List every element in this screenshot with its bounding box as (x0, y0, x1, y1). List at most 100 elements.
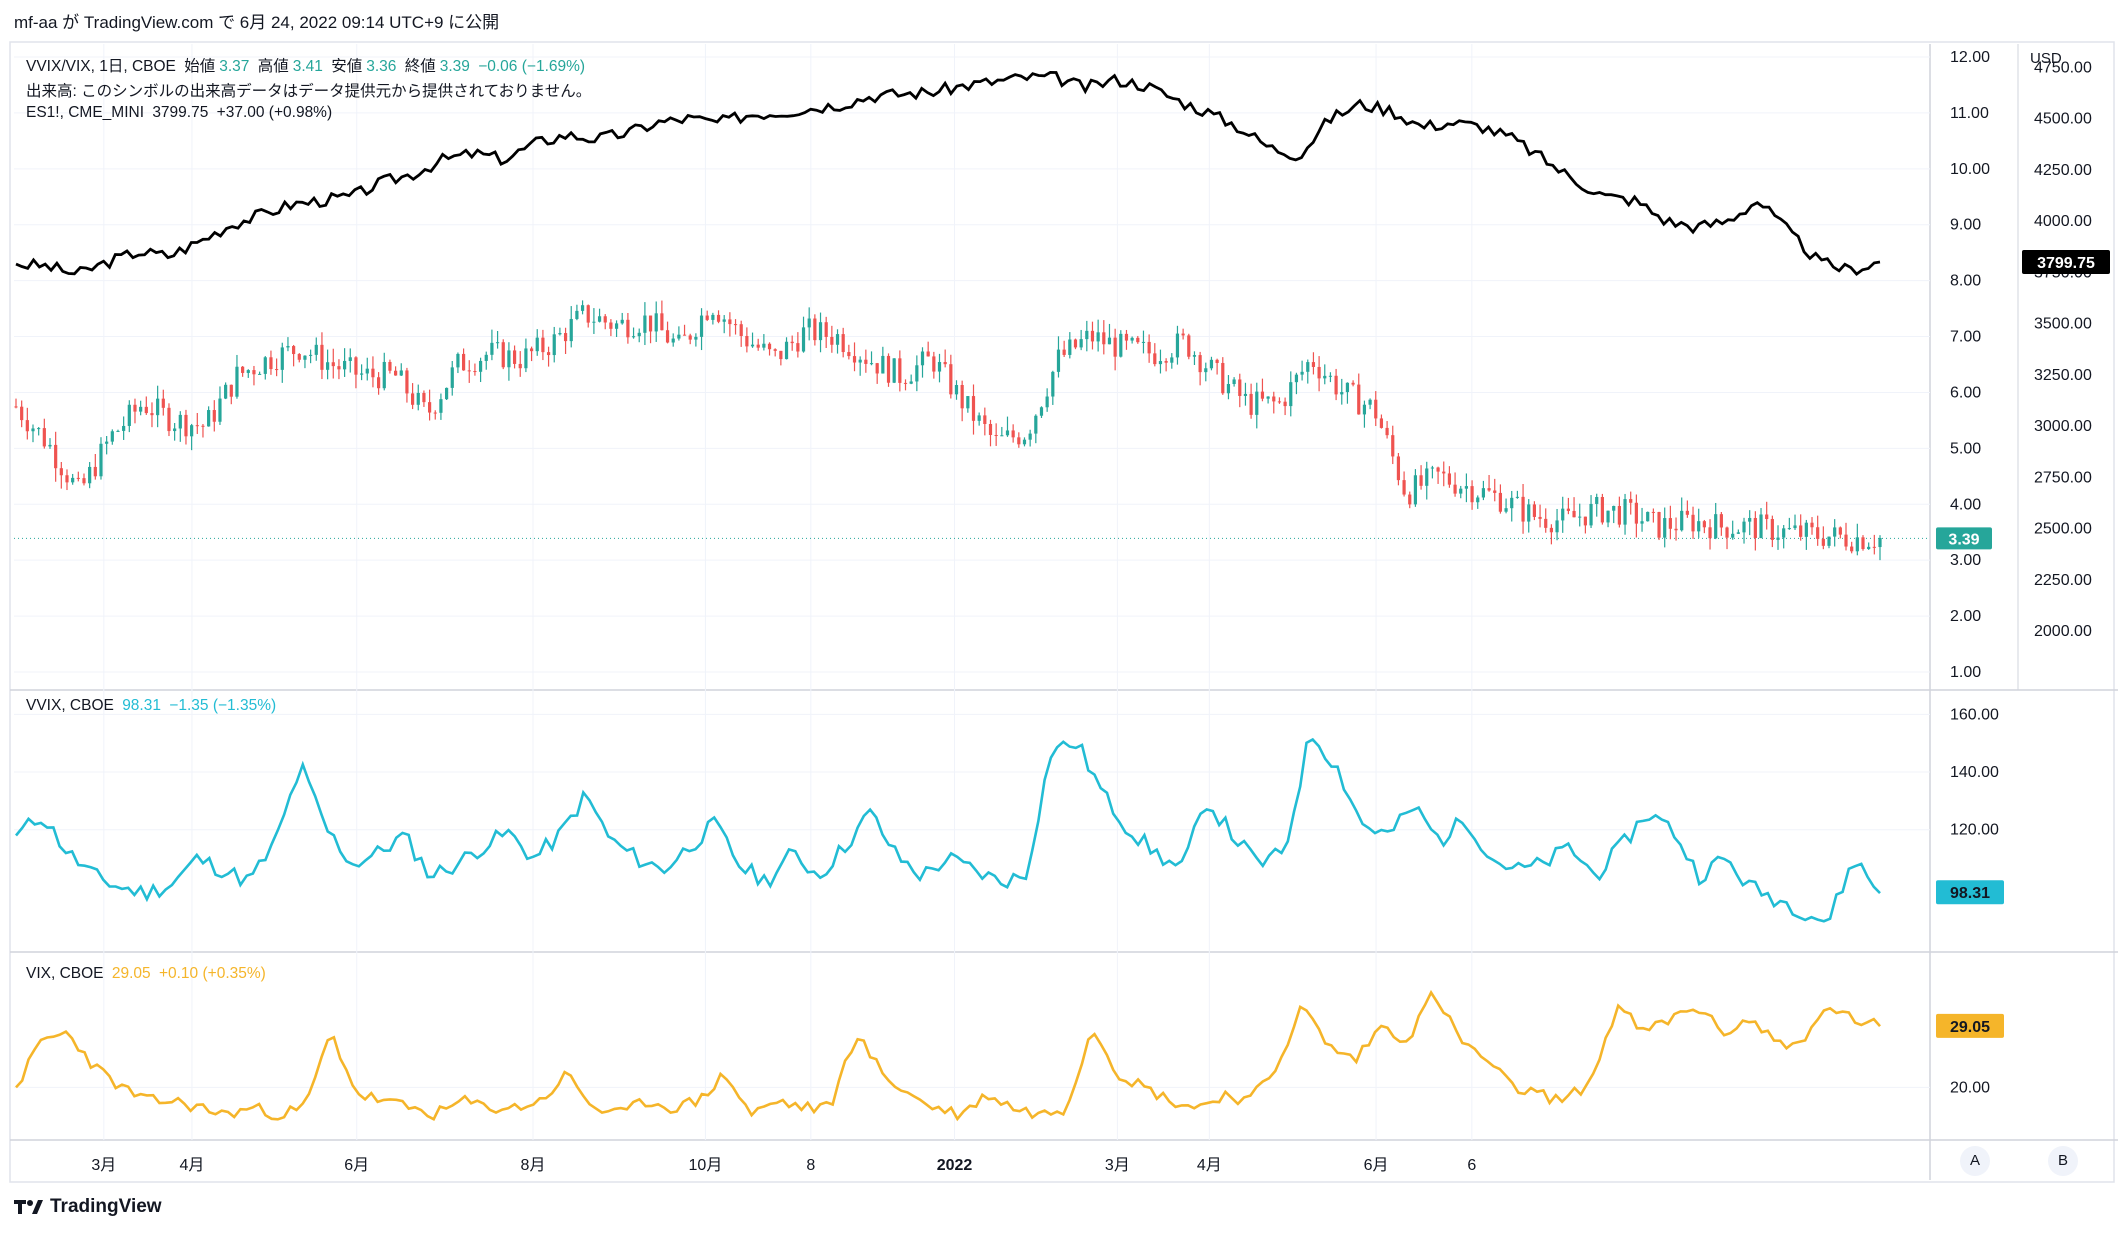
candle-body (524, 348, 528, 369)
open-label: 始値 (184, 58, 216, 75)
last-price-tag-text: 3.39 (1948, 531, 1979, 548)
candle-body (1583, 516, 1587, 526)
x-tick-label: 4月 (179, 1157, 204, 1174)
candle-body (512, 350, 517, 364)
candle-body (1022, 439, 1027, 445)
candle-body (1476, 497, 1480, 503)
publish-header: mf-aa が TradingView.com で 6月 24, 2022 09… (14, 13, 500, 32)
candle-body (1459, 488, 1463, 494)
candle-body (320, 344, 324, 370)
candle-body (1068, 339, 1072, 355)
candle-body (490, 342, 494, 355)
candle-body (1646, 511, 1650, 522)
candle-body (133, 404, 137, 412)
candle-body (1532, 504, 1536, 517)
candle-body (1243, 393, 1248, 396)
candle-body (898, 358, 902, 383)
candle-body (1481, 488, 1486, 498)
candle-body (439, 399, 443, 413)
candle-body (1051, 371, 1055, 397)
vvix-line (14, 737, 1881, 923)
vix-value: 29.05 (111, 965, 151, 982)
candle-body (1181, 333, 1185, 336)
auto-scale-button[interactable]: A (1960, 1146, 1990, 1176)
candle-body (1396, 456, 1401, 481)
close-label: 終値 (404, 58, 436, 75)
candle-body (1680, 510, 1684, 531)
candle-body (988, 423, 993, 435)
candle-body (1334, 375, 1338, 395)
candle-body (326, 362, 330, 370)
candle-body (1504, 508, 1508, 512)
candle-body (139, 406, 143, 412)
candle-body (1158, 361, 1163, 365)
candle-body (920, 351, 925, 366)
candle-body (1249, 393, 1253, 415)
candle-body (1595, 497, 1599, 504)
candle-body (399, 370, 403, 376)
candle-body (637, 332, 641, 337)
candle-body (852, 356, 857, 363)
candle-body (150, 413, 154, 416)
vix-price-tag-text: 29.05 (1950, 1019, 1990, 1036)
candle-body (343, 360, 347, 370)
candle-body (144, 406, 148, 414)
chart-frame (9, 41, 2115, 1183)
candle-body (1674, 528, 1678, 531)
candle-body (1844, 534, 1848, 547)
es-change: +37.00 (+0.98%) (216, 104, 333, 121)
candle-body (1538, 516, 1542, 519)
candle-body (1351, 382, 1355, 385)
candle-body (42, 428, 46, 447)
candle-body (1770, 519, 1774, 540)
candle-body (292, 346, 296, 355)
es-y-tick-label: 3000.00 (2034, 418, 2092, 435)
candle-body (1413, 475, 1418, 505)
candle-body (609, 322, 613, 329)
vvix-y-tick-label: 140.00 (1950, 764, 1999, 781)
candle-body (575, 310, 579, 319)
candle-body (954, 385, 959, 395)
candle-body (796, 343, 800, 352)
candle-body (1612, 505, 1616, 511)
candle-body (71, 477, 75, 483)
candle-body (59, 468, 63, 476)
candle-body (1544, 518, 1548, 528)
candle-body (1430, 467, 1435, 469)
candle-body (1034, 415, 1038, 434)
low-value: 3.36 (366, 58, 397, 75)
candle-body (1226, 384, 1231, 394)
candle-body (1453, 484, 1457, 494)
candle-body (382, 361, 386, 389)
candle-body (337, 366, 341, 370)
candle-body (1232, 379, 1236, 385)
candle-body (360, 373, 364, 375)
candle-body (167, 407, 171, 432)
candle-body (977, 415, 981, 421)
candle-body (926, 351, 930, 357)
candle-body (1073, 339, 1078, 348)
candle-body (711, 314, 715, 320)
candle-body (1493, 490, 1497, 493)
candle-body (739, 324, 743, 336)
candle-body (1578, 516, 1582, 518)
candle-body (393, 370, 398, 376)
candle-body (1266, 396, 1270, 399)
candle-body (1838, 527, 1842, 535)
x-tick-label: 2022 (937, 1157, 973, 1174)
candle-body (1623, 499, 1627, 525)
candle-body (1872, 546, 1876, 548)
candle-body (631, 336, 636, 338)
candle-body (1663, 518, 1667, 538)
candle-body (1719, 514, 1723, 528)
candle-body (1317, 366, 1321, 379)
candle-body (1005, 430, 1010, 436)
es-y-tick-label: 2250.00 (2034, 572, 2092, 589)
scale-b-button[interactable]: B (2048, 1146, 2078, 1176)
candle-body (745, 335, 749, 347)
candle-body (1702, 521, 1706, 528)
y-tick-label: 11.00 (1950, 105, 1989, 122)
candle-body (903, 382, 908, 384)
es-y-tick-label: 3500.00 (2034, 316, 2092, 333)
candle-body (1136, 337, 1140, 343)
